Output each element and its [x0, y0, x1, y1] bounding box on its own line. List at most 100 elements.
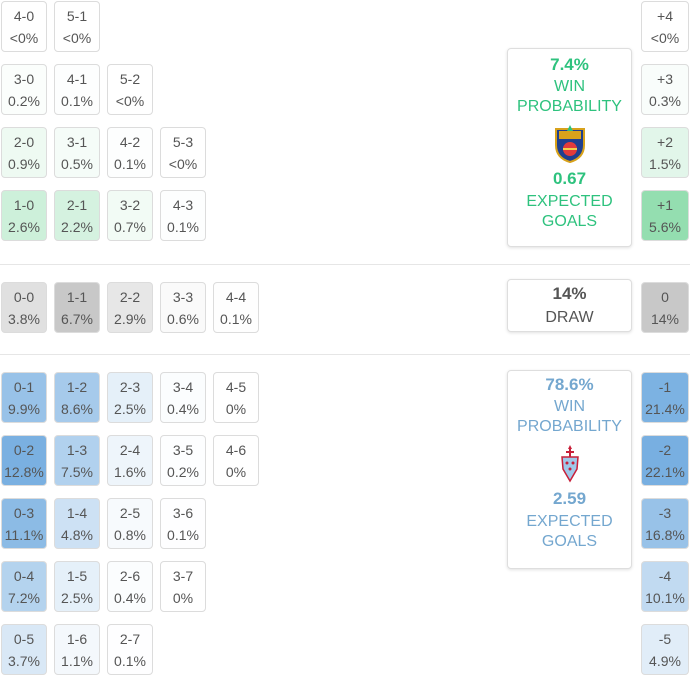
margin-cell--5: -5 4.9% — [641, 624, 689, 675]
scoreline-cell-2-5: 2-5 0.8% — [107, 498, 153, 549]
home-xg-label: EXPECTED GOALS — [526, 193, 613, 230]
scoreline-cell-1-3: 1-3 7.5% — [54, 435, 100, 486]
scoreline-cell-4-5: 4-5 0% — [213, 372, 259, 423]
margin-cell-+4: +4 <0% — [641, 1, 689, 52]
probability-label: 0.1% — [61, 93, 93, 109]
scoreline-cell-5-1: 5-1 <0% — [54, 1, 100, 52]
score-label: 3-2 — [119, 197, 141, 213]
probability-label: 0.1% — [167, 527, 199, 543]
score-label: 4-2 — [119, 134, 141, 150]
score-label: 2-2 — [119, 289, 141, 305]
scoreline-cell-0-3: 0-3 11.1% — [1, 498, 47, 549]
score-label: 3-1 — [66, 134, 88, 150]
scoreline-cell-1-5: 1-5 2.5% — [54, 561, 100, 612]
away-win-probability: 78.6% — [545, 375, 594, 394]
margin-cell--4: -4 10.1% — [641, 561, 689, 612]
scoreline-cell-3-0: 3-0 0.2% — [1, 64, 47, 115]
away-win-label: WIN PROBABILITY — [517, 398, 622, 435]
probability-label: 0.6% — [167, 311, 199, 327]
score-label: 3-3 — [172, 289, 194, 305]
scoreline-cell-0-1: 0-1 9.9% — [1, 372, 47, 423]
score-label: +2 — [657, 134, 673, 150]
scoreline-cell-4-6: 4-6 0% — [213, 435, 259, 486]
draw-probability: 14% — [552, 284, 587, 303]
margin-cell-+2: +2 1.5% — [641, 127, 689, 178]
probability-label: 0.4% — [114, 590, 146, 606]
score-label: 0-3 — [13, 505, 35, 521]
scoreline-cell-3-3: 3-3 0.6% — [160, 282, 206, 333]
score-label: 2-7 — [119, 631, 141, 647]
score-label: +4 — [657, 8, 673, 24]
score-label: 3-5 — [172, 442, 194, 458]
score-label: 0-0 — [13, 289, 35, 305]
score-label: +3 — [657, 71, 673, 87]
probability-label: <0% — [650, 30, 680, 46]
probability-label: 0% — [225, 401, 247, 417]
probability-label: 2.9% — [114, 311, 146, 327]
divider-home-draw — [0, 264, 690, 265]
scoreline-cell-3-5: 3-5 0.2% — [160, 435, 206, 486]
probability-label: 14% — [650, 311, 680, 327]
away-team-crest-icon — [560, 445, 579, 483]
scoreline-cell-3-6: 3-6 0.1% — [160, 498, 206, 549]
score-label: 0 — [661, 289, 669, 305]
scoreline-cell-1-0: 1-0 2.6% — [1, 190, 47, 241]
score-label: 1-5 — [66, 568, 88, 584]
probability-label: 0.7% — [114, 219, 146, 235]
probability-label: <0% — [115, 93, 145, 109]
scoreline-cell-0-5: 0-5 3.7% — [1, 624, 47, 675]
score-label: 4-6 — [225, 442, 247, 458]
probability-label: 9.9% — [8, 401, 40, 417]
scoreline-cell-0-4: 0-4 7.2% — [1, 561, 47, 612]
away-win-card: 78.6% WIN PROBABILITY 2.59 EXPECTED GOAL… — [507, 370, 632, 569]
probability-label: 0.1% — [114, 156, 146, 172]
home-win-label: WIN PROBABILITY — [517, 78, 622, 115]
scoreline-cell-2-3: 2-3 2.5% — [107, 372, 153, 423]
probability-label: <0% — [168, 156, 198, 172]
probability-label: 2.5% — [114, 401, 146, 417]
probability-label: <0% — [9, 30, 39, 46]
probability-label: <0% — [62, 30, 92, 46]
scoreline-cell-1-4: 1-4 4.8% — [54, 498, 100, 549]
probability-label: 16.8% — [645, 527, 685, 543]
probability-label: 0% — [225, 464, 247, 480]
score-label: 3-0 — [13, 71, 35, 87]
score-label: 4-3 — [172, 197, 194, 213]
probability-label: 0.2% — [167, 464, 199, 480]
scoreline-cell-5-3: 5-3 <0% — [160, 127, 206, 178]
probability-label: 0.1% — [167, 219, 199, 235]
probability-label: 21.4% — [645, 401, 685, 417]
margin-cell--2: -2 22.1% — [641, 435, 689, 486]
scoreline-cell-1-2: 1-2 8.6% — [54, 372, 100, 423]
scoreline-cell-4-2: 4-2 0.1% — [107, 127, 153, 178]
probability-label: 7.5% — [61, 464, 93, 480]
probability-label: 8.6% — [61, 401, 93, 417]
scoreline-cell-4-3: 4-3 0.1% — [160, 190, 206, 241]
home-expected-goals: 0.67 — [552, 169, 587, 188]
probability-label: 6.7% — [61, 311, 93, 327]
score-label: 3-6 — [172, 505, 194, 521]
probability-label: 12.8% — [4, 464, 44, 480]
probability-label: 3.7% — [8, 653, 40, 669]
home-team-crest-icon — [554, 125, 585, 163]
probability-label: 2.6% — [8, 219, 40, 235]
probability-label: 0.2% — [8, 93, 40, 109]
scoreline-cell-0-2: 0-2 12.8% — [1, 435, 47, 486]
score-label: -2 — [658, 442, 672, 458]
score-label: 4-1 — [66, 71, 88, 87]
scoreline-cell-2-2: 2-2 2.9% — [107, 282, 153, 333]
scoreline-cell-2-6: 2-6 0.4% — [107, 561, 153, 612]
score-label: 5-3 — [172, 134, 194, 150]
score-label: 2-3 — [119, 379, 141, 395]
probability-label: 4.8% — [61, 527, 93, 543]
divider-draw-away — [0, 354, 690, 355]
score-label: 3-7 — [172, 568, 194, 584]
margin-cell-+3: +3 0.3% — [641, 64, 689, 115]
score-label: 0-5 — [13, 631, 35, 647]
probability-label: 5.6% — [649, 219, 681, 235]
probability-label: 0.5% — [61, 156, 93, 172]
away-xg-label: EXPECTED GOALS — [526, 513, 613, 550]
probability-label: 0.1% — [114, 653, 146, 669]
scoreline-cell-2-0: 2-0 0.9% — [1, 127, 47, 178]
score-label: -1 — [658, 379, 672, 395]
